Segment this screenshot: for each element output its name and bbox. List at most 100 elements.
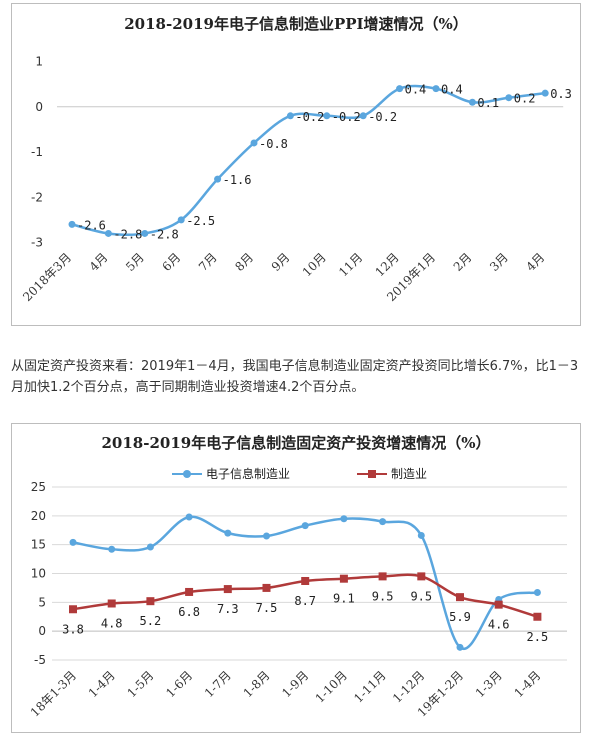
data-label: 4.6 [488, 618, 510, 632]
y-tick-label: 20 [31, 509, 46, 523]
data-label: 5.9 [449, 610, 471, 624]
data-point-electronics [146, 543, 154, 551]
data-point [359, 112, 367, 120]
x-tick-label: 1-4月 [511, 668, 543, 700]
y-tick-label: 1 [35, 55, 43, 69]
data-point-electronics [185, 513, 193, 521]
data-point-manufacturing [378, 572, 387, 581]
x-tick-label: 1-8月 [241, 668, 273, 700]
x-tick-label: 18年1-3月 [28, 668, 79, 719]
y-tick-label: 15 [31, 538, 46, 552]
data-point [505, 94, 513, 102]
data-label: -2.8 [113, 227, 142, 241]
data-point-electronics [379, 518, 387, 526]
data-point-manufacturing [223, 585, 232, 594]
data-label: -2.6 [77, 218, 106, 232]
x-tick-label: 3月 [487, 250, 511, 274]
y-tick-label: 5 [38, 595, 46, 609]
investment-chart: 2018-2019年电子信息制造固定资产投资增速情况（%） 电子信息制造业 制造… [11, 423, 581, 733]
data-label: 4.8 [101, 616, 123, 630]
data-point-manufacturing [301, 576, 310, 585]
data-label: 9.5 [410, 589, 432, 603]
y-tick-label: 0 [35, 100, 43, 114]
legend-label: 制造业 [391, 467, 428, 481]
data-label: 0.4 [405, 83, 427, 97]
data-point-electronics [263, 532, 270, 540]
chart-title: 2018-2019年电子信息制造业PPI增速情况（%） [124, 15, 468, 33]
data-point [468, 98, 476, 106]
data-point [396, 85, 404, 93]
data-label: -1.6 [223, 173, 252, 187]
data-label: -2.8 [150, 227, 179, 241]
data-point [541, 89, 549, 97]
data-label: 0.2 [514, 92, 536, 106]
data-point-manufacturing [417, 572, 426, 581]
x-tick-label: 1-10月 [313, 668, 350, 705]
x-tick-label: 2月 [451, 250, 475, 274]
data-label: 2.5 [527, 630, 549, 644]
data-label: 9.5 [372, 589, 394, 603]
legend-item-electronics: 电子信息制造业 [172, 465, 290, 482]
y-tick-label: 25 [31, 480, 46, 494]
data-point-manufacturing [533, 612, 542, 621]
data-label: 0.1 [477, 96, 499, 110]
data-point [432, 85, 440, 93]
y-tick-label: -3 [31, 236, 43, 250]
x-tick-label: 1-9月 [279, 668, 311, 700]
data-point-electronics [69, 538, 77, 546]
data-point-manufacturing [262, 583, 271, 592]
data-label: -2.5 [186, 214, 215, 228]
y-tick-label: -5 [34, 653, 46, 667]
y-tick-label: -1 [31, 145, 43, 159]
x-tick-label: 1-12月 [390, 668, 427, 705]
x-tick-label: 10月 [300, 250, 329, 279]
x-tick-label: 4月 [87, 250, 111, 274]
data-point [177, 216, 185, 224]
data-label: 0.4 [441, 83, 463, 97]
x-tick-label: 1-4月 [86, 668, 118, 700]
data-point-manufacturing [339, 574, 348, 583]
x-tick-label: 8月 [232, 250, 256, 274]
legend-label: 电子信息制造业 [206, 467, 291, 481]
data-point [250, 139, 258, 147]
data-label: -0.2 [295, 110, 324, 124]
data-label: -0.2 [368, 110, 397, 124]
x-tick-label: 1-5月 [124, 668, 156, 700]
data-point [68, 220, 76, 228]
data-point-manufacturing [69, 605, 77, 614]
x-tick-label: 1-7月 [202, 668, 234, 700]
x-tick-label: 1-11月 [351, 668, 388, 705]
data-point-manufacturing [185, 587, 194, 596]
data-point-electronics [456, 643, 464, 651]
data-point-electronics [533, 589, 541, 597]
data-label: 6.8 [178, 605, 200, 619]
legend-item-manufacturing: 制造业 [357, 465, 427, 482]
x-tick-label: 2018年3月 [20, 250, 74, 304]
investment-paragraph: 从固定资产投资来看：2019年1－4月，我国电子信息制造业固定资产投资同比增长6… [11, 359, 579, 395]
x-tick-label: 9月 [269, 250, 293, 274]
x-tick-label: 4月 [524, 250, 548, 274]
data-point-manufacturing [146, 597, 155, 606]
data-label: -0.8 [259, 137, 288, 151]
x-tick-label: 11月 [336, 250, 365, 279]
legend-marker-blue [172, 469, 202, 479]
data-point [323, 112, 331, 120]
data-point-electronics [340, 515, 348, 523]
y-tick-label: 0 [38, 624, 46, 638]
data-point [286, 112, 294, 120]
data-point-electronics [417, 531, 425, 539]
data-point [141, 229, 149, 237]
data-label: 7.5 [256, 601, 278, 615]
data-point-manufacturing [494, 600, 503, 609]
data-point-manufacturing [456, 593, 464, 602]
legend-marker-red [357, 469, 387, 479]
data-label: 5.2 [140, 614, 162, 628]
data-point-electronics [108, 545, 116, 553]
data-point-electronics [301, 522, 309, 530]
x-tick-label: 1-6月 [163, 668, 195, 700]
data-label: 3.8 [62, 622, 84, 636]
series-line [71, 84, 546, 237]
data-label: 8.7 [294, 594, 316, 608]
x-tick-label: 6月 [160, 250, 184, 274]
